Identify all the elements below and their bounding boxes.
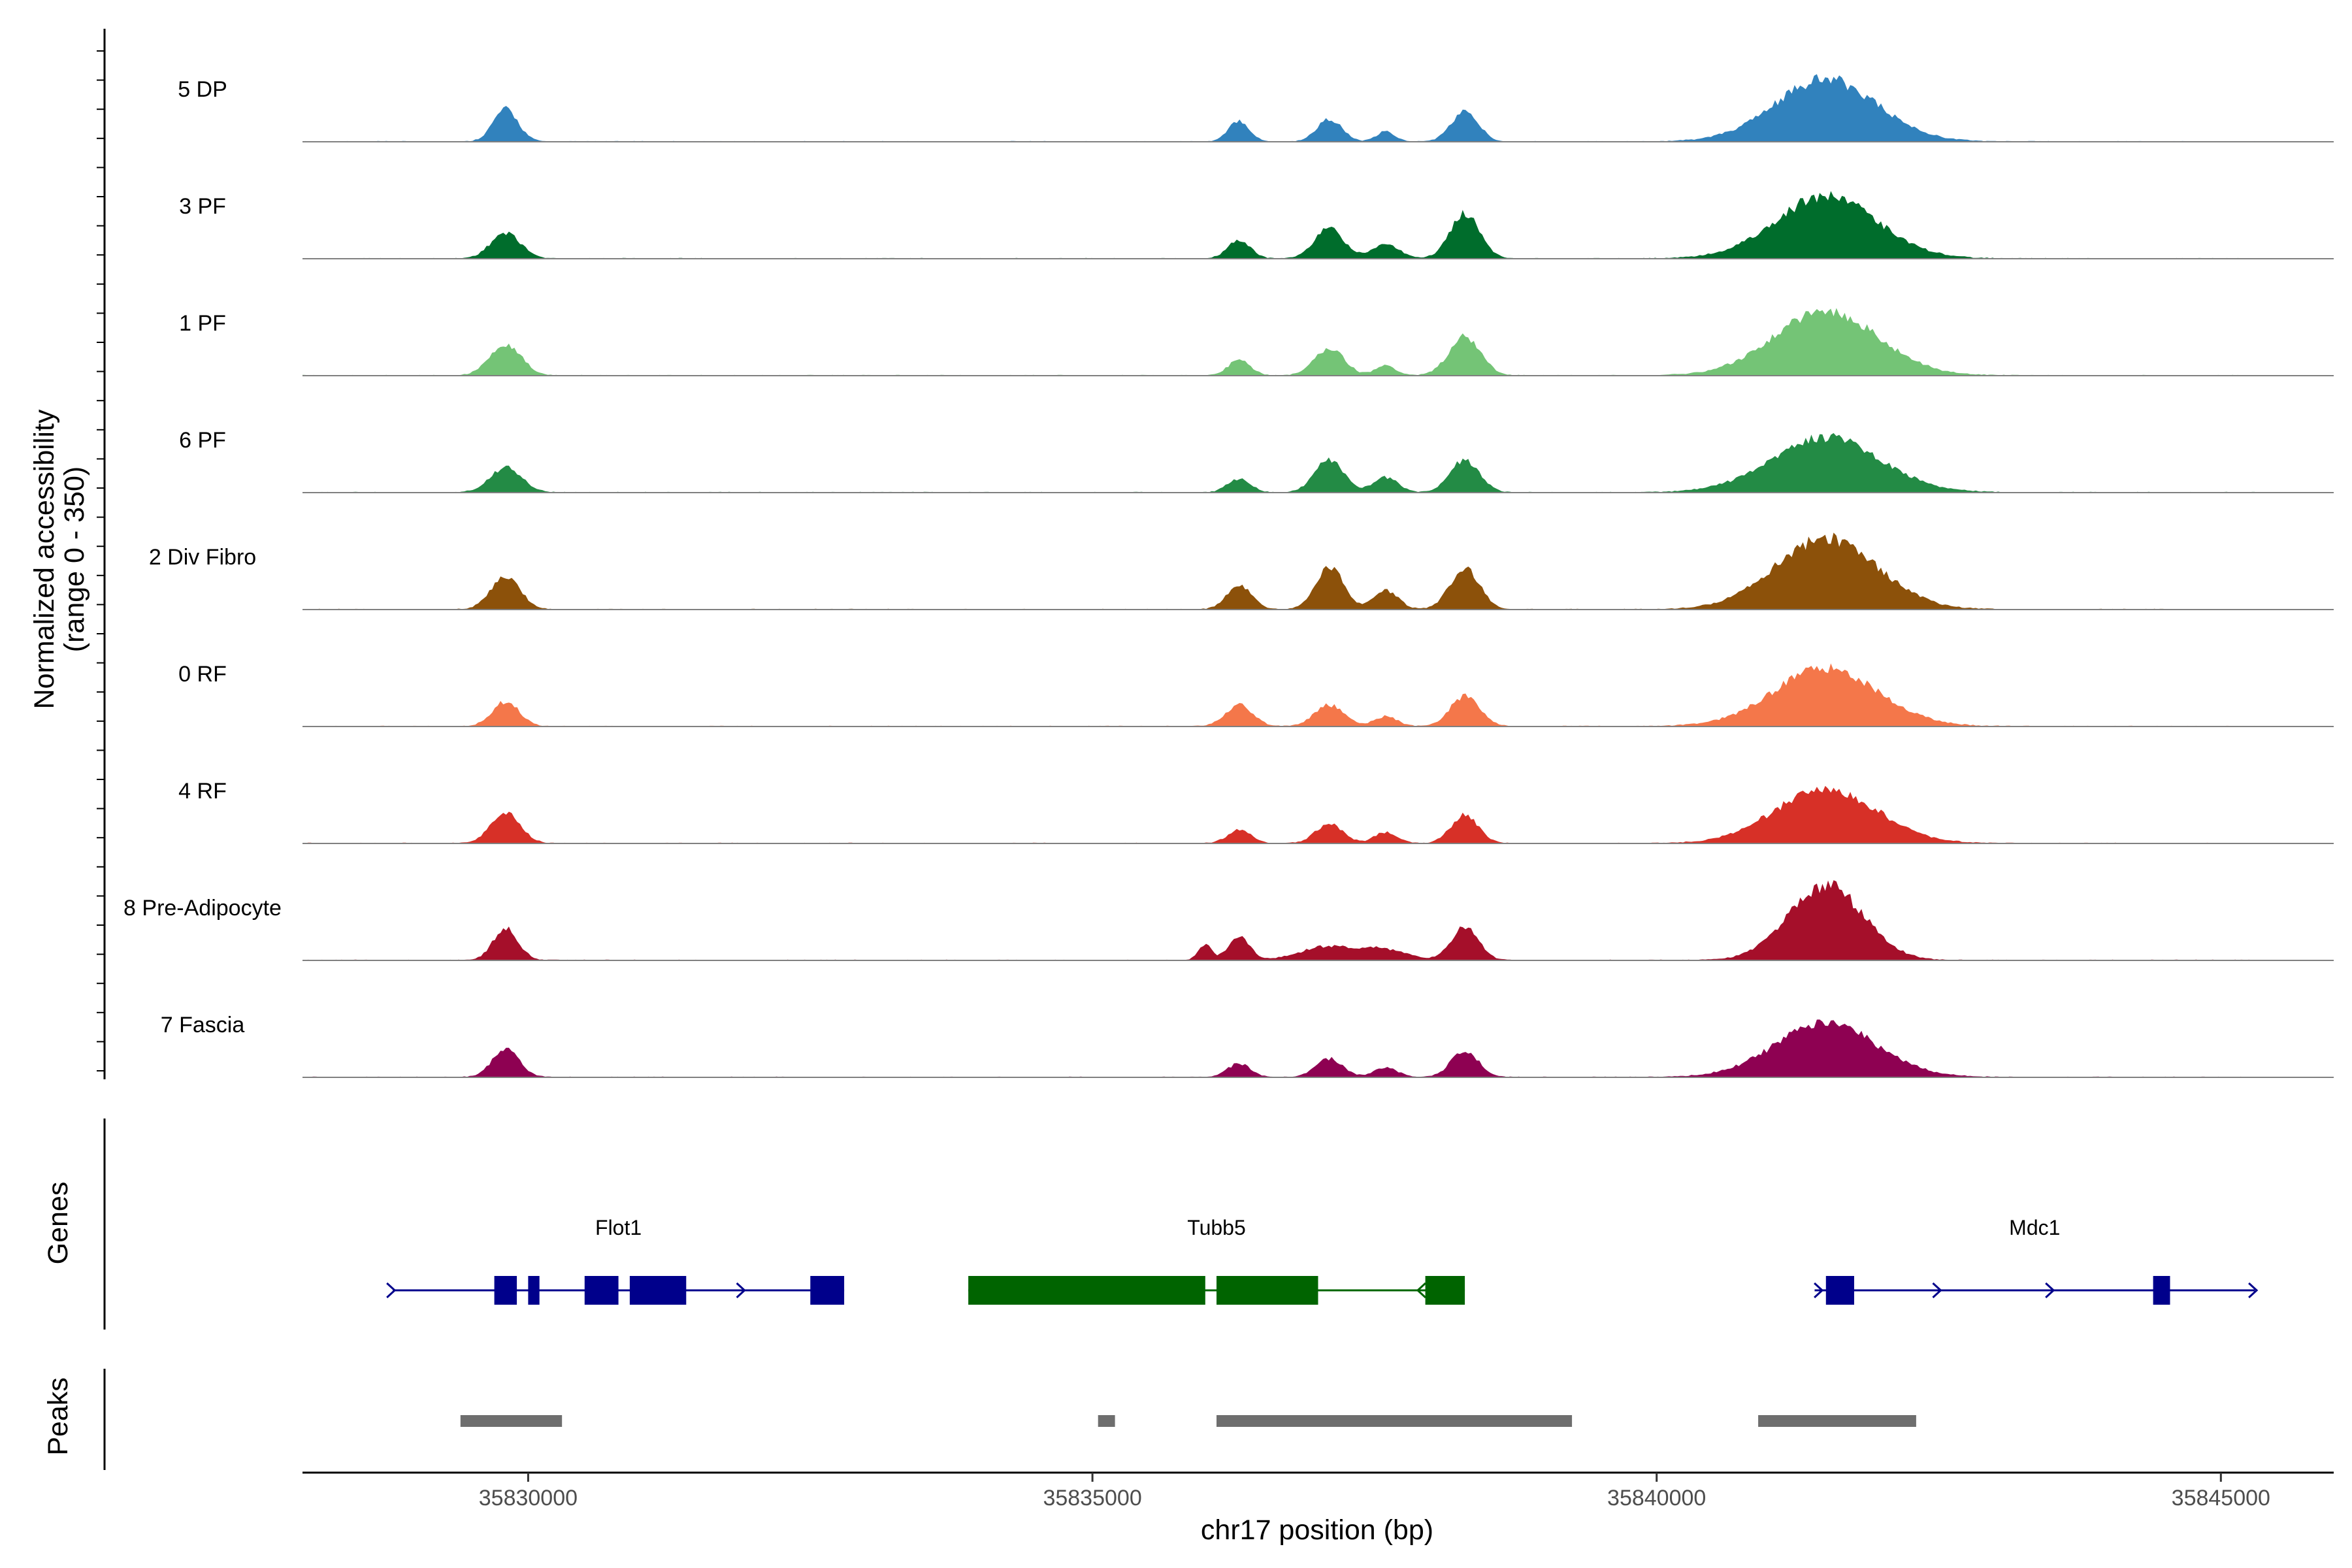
- exon-tubb5-1: [968, 1276, 1205, 1305]
- x-axis-title: chr17 position (bp): [1201, 1514, 1433, 1546]
- y-axis-range-label: (range 0 - 350): [59, 466, 90, 652]
- track-label-9: 7 Fascia: [161, 1013, 245, 1037]
- exon-mdc1-1: [1825, 1276, 1854, 1305]
- strand-arrow-tubb5-1: [1416, 1282, 1426, 1299]
- peak-4: [1758, 1415, 1916, 1427]
- coverage-area-6: [302, 663, 2255, 727]
- exon-mdc1-2: [2153, 1276, 2170, 1305]
- coverage-area-5: [302, 532, 2255, 610]
- coverage-area-2: [302, 191, 2255, 259]
- peak-2: [1098, 1415, 1115, 1427]
- strand-arrow-mdc1-2: [1932, 1282, 1942, 1299]
- coverage-area-9: [302, 1019, 2255, 1077]
- exon-flot1-3: [584, 1276, 619, 1305]
- peak-3: [1217, 1415, 1573, 1427]
- track-label-2: 3 PF: [179, 194, 226, 219]
- x-tick-label-4: 35845000: [2172, 1486, 2270, 1511]
- strand-arrow-mdc1-4: [2248, 1282, 2259, 1299]
- genes-track-label: Genes: [42, 1182, 74, 1265]
- gene-name-tubb5: Tubb5: [1187, 1216, 1246, 1239]
- coverage-area-4: [302, 433, 2255, 493]
- coverage-axis-ticks: [97, 50, 105, 1071]
- exon-flot1-1: [494, 1276, 517, 1305]
- exon-tubb5-2: [1217, 1276, 1318, 1305]
- strand-arrow-mdc1-3: [2045, 1282, 2055, 1299]
- y-axis-title: Normalized accessibility: [29, 409, 60, 709]
- x-tick-label-3: 35840000: [1607, 1486, 1706, 1511]
- peak-intervals: [460, 1415, 1916, 1427]
- coverage-area-1: [302, 74, 2255, 142]
- x-tick-label-1: 35830000: [479, 1486, 578, 1511]
- x-tick-label-2: 35835000: [1043, 1486, 1141, 1511]
- peak-1: [460, 1415, 563, 1427]
- gene-name-mdc1: Mdc1: [2009, 1216, 2060, 1239]
- peaks-track-label: Peaks: [42, 1377, 74, 1456]
- track-label-6: 0 RF: [178, 662, 227, 687]
- exon-flot1-5: [810, 1276, 845, 1305]
- coverage-area-8: [302, 880, 2255, 960]
- exon-flot1-4: [629, 1276, 687, 1305]
- gene-annotations: Flot1 Tubb5 Mdc1: [386, 1216, 2259, 1305]
- strand-arrow-flot1-3: [736, 1282, 746, 1299]
- exon-tubb5-3: [1425, 1276, 1465, 1305]
- gene-name-flot1: Flot1: [595, 1216, 642, 1239]
- coverage-area-3: [302, 308, 2255, 376]
- strand-arrow-flot1-1: [386, 1282, 397, 1299]
- track-label-8: 8 Pre-Adipocyte: [123, 896, 282, 921]
- strand-arrow-flot1-2: [634, 1282, 645, 1299]
- track-label-7: 4 RF: [178, 779, 227, 804]
- exon-flot1-2: [528, 1276, 540, 1305]
- track-label-3: 1 PF: [179, 311, 226, 336]
- coverage-area-7: [302, 785, 2255, 843]
- track-label-5: 2 Div Fibro: [149, 545, 256, 570]
- coverage-tracks: 5 DP 3 PF 1 PF 6 PF 2 Div Fibro 0 RF 4 RF 8 Pre…: [123, 74, 2334, 1078]
- track-label-1: 5 DP: [178, 77, 227, 102]
- x-axis-ticks: 35830000 35835000 35840000 35845000: [479, 1473, 2270, 1511]
- track-label-4: 6 PF: [179, 428, 226, 453]
- strand-arrow-mdc1-1: [1814, 1282, 1824, 1299]
